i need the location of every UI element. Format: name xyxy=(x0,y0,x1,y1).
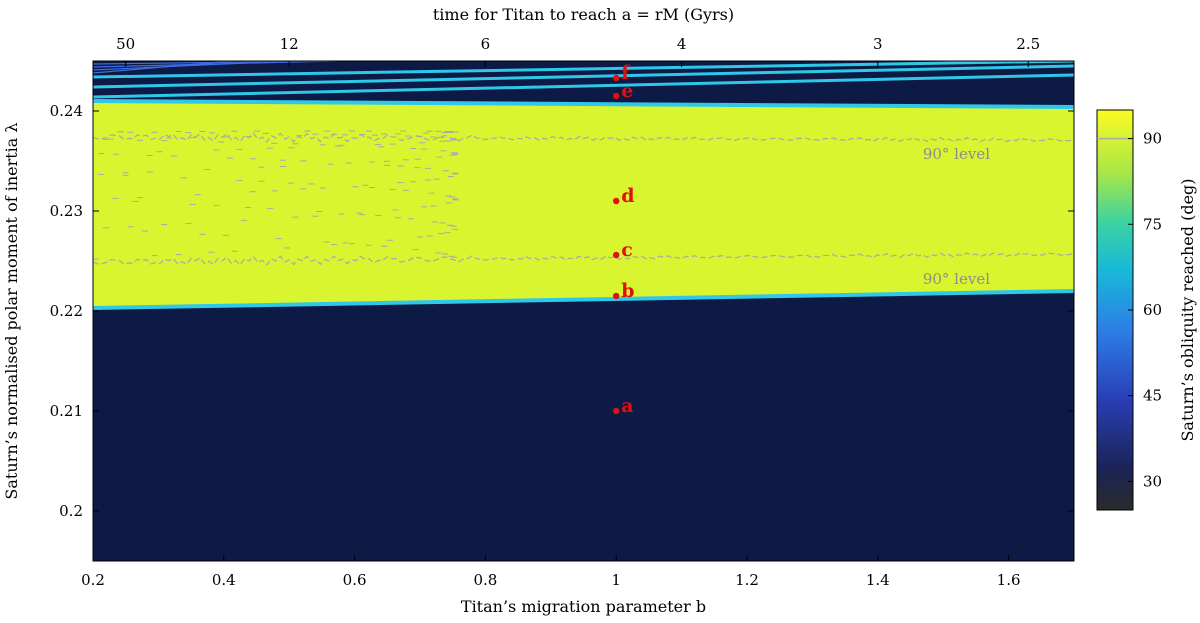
top-tick-label: 50 xyxy=(116,35,135,53)
colorbar-tick-label: 90 xyxy=(1143,130,1162,148)
level-curve xyxy=(93,132,1074,143)
top-axis: 50 12 6 4 3 2.5 xyxy=(116,35,1040,67)
point-label: f xyxy=(621,62,631,84)
x-axis-label: Titan’s migration parameter b xyxy=(461,597,706,616)
colorbar-tick-label: 60 xyxy=(1143,301,1162,319)
point-marker xyxy=(613,92,620,100)
x-tick-label: 1.2 xyxy=(735,571,759,589)
y-tick-label: 0.2 xyxy=(59,502,83,520)
x-tick-label: 1.6 xyxy=(997,571,1021,589)
point-label: e xyxy=(621,80,633,102)
upper-branch xyxy=(93,64,1074,89)
point-marker xyxy=(613,74,620,82)
top-tick-label: 2.5 xyxy=(1016,35,1040,53)
level-label: 90° level xyxy=(923,145,990,163)
y-tick-label: 0.24 xyxy=(50,102,83,120)
top-tick-label: 4 xyxy=(677,35,687,53)
point-label: c xyxy=(621,239,633,261)
colorbar-label: Saturn’s obliquity reached (deg) xyxy=(1178,178,1197,441)
top-tick-label: 3 xyxy=(873,35,883,53)
x-tick-label: 1 xyxy=(611,571,621,589)
upper-branch xyxy=(93,61,1074,79)
x-axis: 0.2 0.4 0.6 0.8 1 1.2 1.4 1.6 xyxy=(81,555,1021,589)
x-tick-label: 0.4 xyxy=(212,571,236,589)
x-tick-label: 0.6 xyxy=(343,571,367,589)
y-axis: 0.2 0.21 0.22 0.23 0.24 xyxy=(50,102,1074,520)
fan-line xyxy=(93,58,649,59)
top-axis-label: time for Titan to reach a = rM (Gyrs) xyxy=(433,5,734,24)
level-curve xyxy=(93,252,1074,266)
colorbar-tick-label: 75 xyxy=(1143,215,1162,233)
point-marker xyxy=(613,197,620,205)
colorbar: 30 45 60 75 90 xyxy=(1096,109,1162,511)
y-tick-label: 0.21 xyxy=(50,402,83,420)
upper-branches xyxy=(93,58,1074,99)
point-label: a xyxy=(621,395,633,417)
level-curves xyxy=(93,130,1074,266)
top-tick-label: 6 xyxy=(481,35,491,53)
colorbar-tick-label: 45 xyxy=(1143,387,1162,405)
plot-area xyxy=(93,58,1074,561)
colorbar-ticks: 30 45 60 75 90 xyxy=(1128,130,1162,490)
upper-branch xyxy=(93,73,1074,99)
point-marker xyxy=(613,251,620,259)
y-tick-label: 0.23 xyxy=(50,202,83,220)
point-marker xyxy=(613,292,620,300)
colorbar-gradient xyxy=(1096,109,1134,511)
top-tick-label: 12 xyxy=(280,35,299,53)
points: a bc d ef xyxy=(613,62,634,417)
colorbar-tick-label: 30 xyxy=(1143,472,1162,490)
point-marker xyxy=(613,407,620,415)
fan-line xyxy=(93,61,358,68)
x-tick-label: 0.8 xyxy=(473,571,497,589)
y-axis-label: Saturn’s normalised polar moment of iner… xyxy=(2,122,21,499)
point-label: d xyxy=(621,185,634,207)
y-tick-label: 0.22 xyxy=(50,302,83,320)
point-label: b xyxy=(621,280,634,302)
level-label: 90° level xyxy=(923,270,990,288)
x-tick-label: 0.2 xyxy=(81,571,105,589)
x-tick-label: 1.4 xyxy=(866,571,890,589)
